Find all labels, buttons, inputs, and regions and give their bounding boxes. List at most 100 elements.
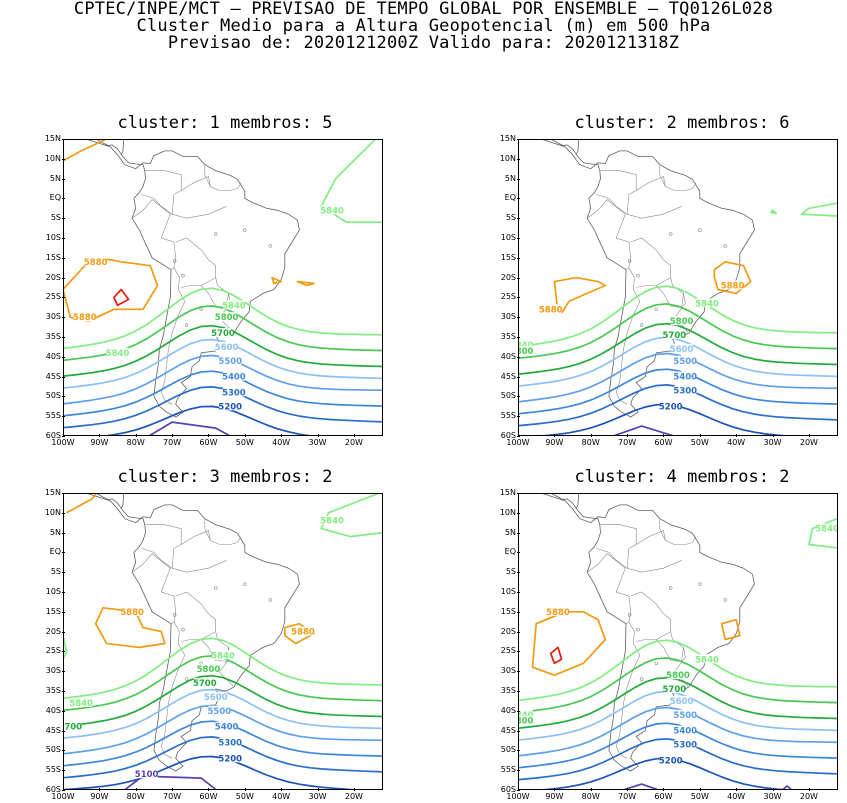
label-bg xyxy=(519,709,533,719)
y-tick-mark xyxy=(517,376,520,378)
contour-5600 xyxy=(519,690,837,741)
label-bg xyxy=(321,205,344,215)
x-tick-mark xyxy=(663,788,665,791)
y-tick-label: 10N xyxy=(499,153,516,163)
lake xyxy=(627,613,632,617)
x-tick-mark xyxy=(353,434,355,437)
y-tick-label: EQ xyxy=(504,547,516,557)
header-line-2: Cluster Medio para a Altura Geopotencial… xyxy=(136,16,711,36)
y-tick-mark xyxy=(517,572,520,574)
x-tick-label: 50W xyxy=(235,792,254,801)
label-bg xyxy=(135,769,158,779)
label-bg xyxy=(292,626,314,636)
contour-label: 5880 xyxy=(73,313,97,323)
x-tick-label: 40W xyxy=(727,438,746,447)
x-tick-mark xyxy=(353,788,355,791)
y-tick-label: 10N xyxy=(44,507,61,517)
contour-5840 xyxy=(320,494,382,538)
contour-label: 5880 xyxy=(120,608,144,618)
contour-label: 5840 xyxy=(320,517,344,527)
contour-5840 xyxy=(519,639,837,702)
y-tick-label: 5S xyxy=(505,213,516,223)
y-tick-label: 5N xyxy=(504,527,516,537)
contour-5100 xyxy=(613,425,674,435)
contour-5840 xyxy=(769,209,778,215)
y-tick-mark xyxy=(62,317,65,319)
label-bg xyxy=(215,312,238,322)
y-tick-mark xyxy=(62,532,65,534)
contour-5500 xyxy=(519,352,837,403)
y-tick-label: 40S xyxy=(500,351,516,361)
x-tick-label: 70W xyxy=(163,792,182,801)
lake xyxy=(698,582,702,586)
lake xyxy=(698,228,702,232)
panel-title: cluster: 4 membros: 2 xyxy=(574,467,790,487)
y-tick-label: 10S xyxy=(45,587,61,596)
y-tick-mark xyxy=(62,238,65,239)
y-tick-mark xyxy=(517,651,520,653)
y-tick-mark xyxy=(517,611,520,613)
y-tick-mark xyxy=(517,139,520,140)
label-bg xyxy=(208,705,231,715)
contour-map: 5840 5840 5840 5800 5700 5600 5500 5400 5300 5200… xyxy=(64,140,382,435)
map-frame: 5840 5840 5840 5800 5700 5600 5500 5400 5300 5200… xyxy=(63,139,383,436)
y-tick-label: 60S xyxy=(45,785,61,794)
contour-5880 xyxy=(296,280,315,287)
label-bg xyxy=(222,300,245,310)
contour-5700 xyxy=(64,324,382,377)
y-tick-label: 20S xyxy=(45,272,61,282)
label-bg xyxy=(667,670,689,680)
label-bg xyxy=(204,691,227,701)
y-tick-label: 15S xyxy=(45,606,61,616)
y-tick-mark xyxy=(517,416,520,418)
y-tick-mark xyxy=(62,158,65,160)
label-bg xyxy=(215,341,238,351)
x-tick-label: 30W xyxy=(763,792,782,801)
x-tick-mark xyxy=(554,434,556,437)
y-tick-label: 30S xyxy=(500,312,516,322)
x-tick-mark xyxy=(281,788,283,791)
map-frame: 5840 5880 5880 5840 5840 5800 5700 5700 5600 5500… xyxy=(63,493,383,790)
lake xyxy=(184,677,189,681)
country-border xyxy=(586,199,632,270)
contour-label: 5800 xyxy=(215,313,239,323)
y-tick-mark xyxy=(62,416,65,418)
y-tick-mark xyxy=(517,198,520,200)
panel-title: cluster: 1 membros: 5 xyxy=(117,113,333,133)
x-tick-mark xyxy=(663,434,665,437)
x-tick-mark xyxy=(244,434,246,437)
country-border xyxy=(219,293,234,333)
y-tick-mark xyxy=(62,277,65,279)
contour-label: 5300 xyxy=(218,738,242,748)
y-tick-mark xyxy=(62,631,65,633)
contour-5100 xyxy=(148,421,231,435)
contour-5880 xyxy=(283,622,315,645)
label-bg xyxy=(659,401,682,411)
country-border xyxy=(596,524,637,569)
contour-label: 5880 xyxy=(291,628,315,638)
contour-label: 5880 xyxy=(539,305,563,315)
y-tick-label: 40S xyxy=(45,351,61,361)
lake xyxy=(723,598,727,602)
contour-label: 5700 xyxy=(663,331,687,341)
x-tick-label: 30W xyxy=(308,438,327,447)
y-tick-label: 55S xyxy=(500,765,516,775)
contour-label: 5600 xyxy=(204,693,228,703)
label-bg xyxy=(519,339,533,349)
x-tick-label: 80W xyxy=(581,792,600,801)
y-tick-mark xyxy=(517,691,520,692)
y-tick-label: 15S xyxy=(500,252,516,262)
contour-label: 5400 xyxy=(222,373,246,383)
y-tick-mark xyxy=(62,257,65,259)
contour-5880 xyxy=(64,140,107,162)
y-tick-mark xyxy=(517,671,520,673)
y-tick-label: 30S xyxy=(45,666,61,676)
x-tick-mark xyxy=(736,788,738,791)
country-border xyxy=(181,176,211,191)
lake xyxy=(268,598,272,602)
contour-label: 5800 xyxy=(197,665,221,675)
y-tick-label: EQ xyxy=(49,547,61,557)
y-tick-mark xyxy=(62,512,65,514)
x-tick-mark xyxy=(317,788,319,791)
contour-5600 xyxy=(519,336,837,387)
